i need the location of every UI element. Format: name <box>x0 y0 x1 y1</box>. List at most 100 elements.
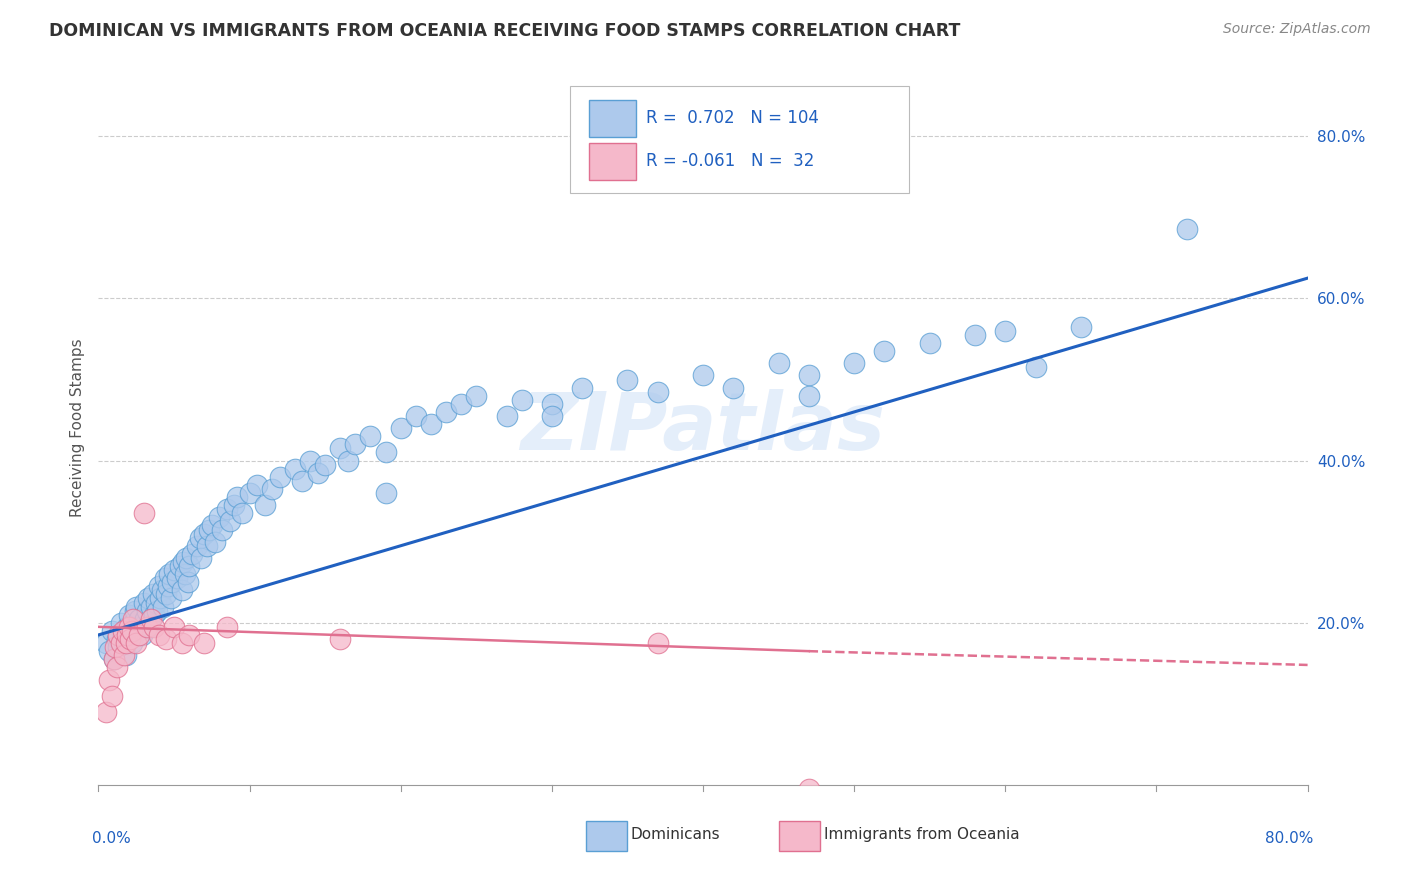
Point <box>647 384 669 399</box>
Point <box>148 628 170 642</box>
Point <box>105 660 128 674</box>
Point <box>143 620 166 634</box>
Point <box>571 381 593 395</box>
Point <box>329 442 352 456</box>
Point <box>797 368 820 383</box>
Point <box>145 595 167 609</box>
Point <box>170 636 193 650</box>
Point <box>262 482 284 496</box>
Point <box>211 523 233 537</box>
Point <box>723 381 745 395</box>
Point <box>159 567 181 582</box>
Point <box>307 466 329 480</box>
Point <box>153 571 176 585</box>
Point <box>114 648 136 663</box>
Point <box>166 571 188 585</box>
Point <box>994 324 1017 338</box>
Point <box>201 518 224 533</box>
Point <box>186 539 208 553</box>
FancyBboxPatch shape <box>586 821 627 851</box>
Point <box>174 550 197 565</box>
Point <box>141 599 163 614</box>
Point <box>148 579 170 593</box>
Point <box>155 587 177 601</box>
Point <box>107 628 129 642</box>
Point <box>124 604 146 618</box>
Text: Immigrants from Oceania: Immigrants from Oceania <box>824 828 1019 842</box>
Point <box>344 437 367 451</box>
Point <box>197 523 219 537</box>
Point <box>98 644 121 658</box>
Point <box>647 636 669 650</box>
Point <box>163 563 186 577</box>
Point <box>101 624 124 638</box>
Point <box>314 458 336 472</box>
Point <box>115 628 138 642</box>
Point <box>125 636 148 650</box>
Point <box>844 356 866 370</box>
Point <box>224 498 246 512</box>
Point <box>115 620 138 634</box>
Point <box>121 636 143 650</box>
Y-axis label: Receiving Food Stamps: Receiving Food Stamps <box>69 339 84 517</box>
Text: ZIPatlas: ZIPatlas <box>520 389 886 467</box>
Point <box>179 559 201 574</box>
Point <box>181 547 204 561</box>
Point <box>204 534 226 549</box>
Point <box>873 344 896 359</box>
Point <box>239 486 262 500</box>
Point <box>111 624 134 638</box>
Point <box>128 612 150 626</box>
Point <box>188 531 211 545</box>
Point <box>94 636 117 650</box>
FancyBboxPatch shape <box>589 100 637 137</box>
Point <box>226 490 249 504</box>
Point <box>110 636 132 650</box>
Point <box>132 506 155 520</box>
Point <box>122 615 145 630</box>
Point <box>692 166 714 180</box>
Point <box>134 612 156 626</box>
Point <box>540 397 562 411</box>
Point <box>122 612 145 626</box>
Point <box>450 397 472 411</box>
Point <box>405 409 427 423</box>
Point <box>291 474 314 488</box>
Point <box>107 640 129 654</box>
Point <box>360 429 382 443</box>
Point <box>103 652 125 666</box>
Point <box>125 599 148 614</box>
Point <box>101 689 124 703</box>
Point <box>104 640 127 654</box>
Point <box>329 632 352 646</box>
Point <box>173 567 195 582</box>
Point <box>146 604 169 618</box>
Point <box>797 782 820 797</box>
Point <box>114 636 136 650</box>
FancyBboxPatch shape <box>779 821 820 851</box>
Point <box>156 579 179 593</box>
Point <box>299 453 322 467</box>
Point <box>149 591 172 606</box>
Point <box>103 652 125 666</box>
Point <box>336 453 359 467</box>
Point <box>1070 319 1092 334</box>
Point <box>1024 360 1046 375</box>
Point <box>172 555 194 569</box>
Point <box>374 445 396 459</box>
Point <box>918 336 941 351</box>
Point <box>495 409 517 423</box>
Point <box>208 510 231 524</box>
Point <box>170 583 193 598</box>
Point <box>136 591 159 606</box>
Point <box>112 648 135 663</box>
Point <box>169 559 191 574</box>
Point <box>105 632 128 646</box>
Point <box>121 624 143 638</box>
Point <box>98 673 121 687</box>
Point <box>179 628 201 642</box>
Point <box>616 372 638 386</box>
Point <box>1175 222 1198 236</box>
Text: 80.0%: 80.0% <box>1265 831 1313 847</box>
Point <box>135 604 157 618</box>
